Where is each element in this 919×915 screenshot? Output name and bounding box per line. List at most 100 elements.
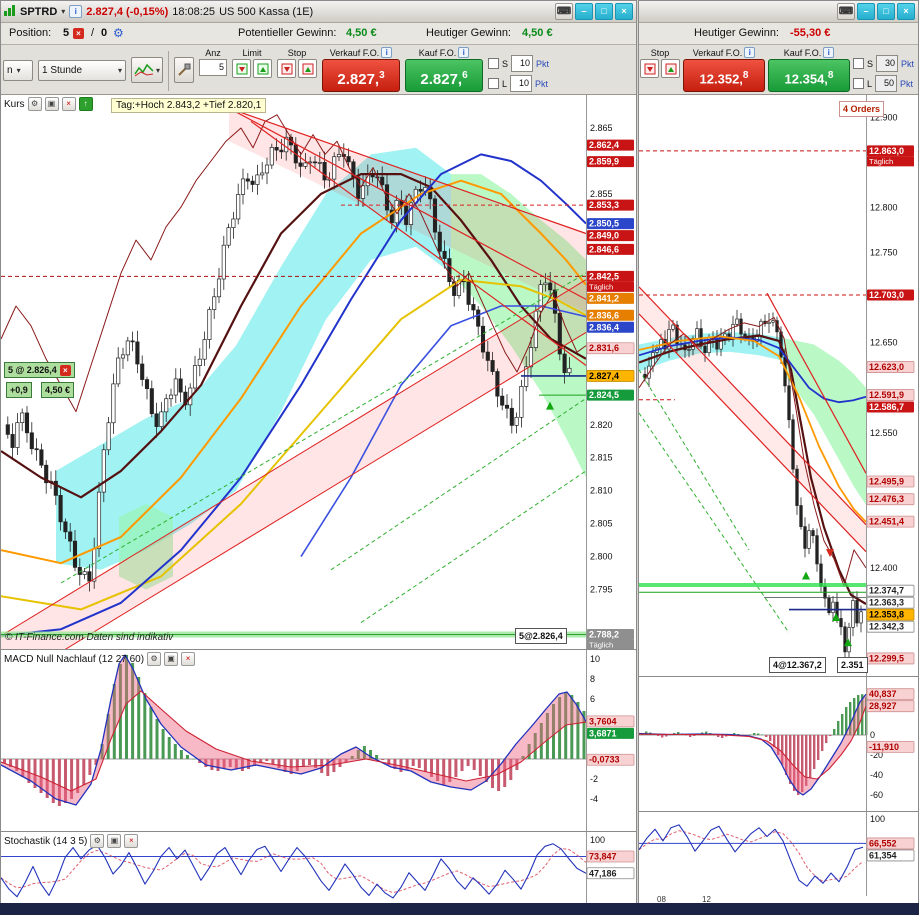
gear-icon[interactable]: ⚙: [113, 26, 124, 40]
arrow-up-icon[interactable]: ↑: [78, 97, 93, 111]
close-button[interactable]: ×: [615, 3, 633, 20]
stochastic-panel: 100 73,847 47,186 Stochastik (14 3 5) ⚙ ▣ …: [1, 831, 636, 904]
ichimoku-cloud: [56, 147, 451, 570]
right-titlebar[interactable]: ⌨ – □ ×: [639, 1, 918, 23]
keyboard-icon[interactable]: ⌨: [837, 3, 855, 20]
stop-checkbox[interactable]: [488, 58, 500, 69]
limit-label: Limit: [242, 47, 262, 58]
svg-text:2.849,0: 2.849,0: [589, 231, 619, 241]
minimize-button[interactable]: –: [575, 3, 593, 20]
maximize-button[interactable]: □: [877, 3, 895, 20]
svg-text:-60: -60: [870, 790, 883, 800]
drawing-tools-button[interactable]: [174, 57, 195, 83]
price-label: 2.841,2: [587, 292, 634, 304]
left-stochastic-chart[interactable]: 100 73,847 47,186: [1, 832, 636, 904]
svg-text:-40: -40: [870, 770, 883, 780]
limit-sell-icon[interactable]: [232, 59, 252, 78]
left-toolbar: n ▾ 1 Stunde ▾ ▾ Anz 5 Limit Stop: [1, 45, 636, 95]
stop-buy-icon[interactable]: [298, 59, 318, 78]
stop-checkbox[interactable]: [853, 58, 864, 69]
info-icon[interactable]: i: [458, 47, 470, 58]
settings-icon[interactable]: ⚙: [90, 834, 105, 848]
maximize-button[interactable]: □: [595, 3, 613, 20]
price-label: 66,552: [866, 837, 915, 850]
window-icon[interactable]: ▣: [107, 834, 122, 848]
left-macd-chart[interactable]: 10 8 6 -2 -4 3,7604 3,6871 -0,0733: [1, 650, 636, 831]
close-button[interactable]: ×: [897, 3, 915, 20]
window-icon[interactable]: ▣: [44, 97, 59, 111]
svg-text:12.374,7: 12.374,7: [869, 586, 904, 596]
limit-order-group: Limit: [232, 47, 273, 78]
quantity-input[interactable]: 5: [199, 59, 228, 76]
left-price-chart[interactable]: 2.865 2.855 2.820 2.815 2.810 2.805 2.800 2.795…: [1, 95, 636, 649]
sell-button[interactable]: 12.352,8: [683, 59, 765, 92]
svg-text:2.859,9: 2.859,9: [589, 157, 619, 167]
limit-points-input[interactable]: 50: [875, 75, 898, 92]
close-position-icon[interactable]: ×: [73, 28, 84, 39]
settings-icon[interactable]: ⚙: [147, 652, 162, 666]
right-stochastic-chart[interactable]: 100 66,552 61,354: [639, 812, 918, 896]
orders-count-chip[interactable]: 4 Orders: [839, 101, 885, 117]
left-titlebar[interactable]: SPTRD ▾ i 2.827,4 (-0,15%) 18:08:25 US 5…: [1, 1, 636, 23]
close-icon[interactable]: ×: [181, 652, 196, 666]
price-label: 3,6871: [587, 727, 634, 739]
stop-points-input[interactable]: 10: [511, 55, 534, 72]
price-label: 73,847: [586, 850, 635, 863]
pkt-label: Pkt: [535, 78, 549, 89]
info-icon[interactable]: i: [823, 47, 835, 58]
window-icon[interactable]: ▣: [164, 652, 179, 666]
open-position-chip[interactable]: 5 @ 2.826,4 ×: [4, 362, 75, 378]
info-icon[interactable]: i: [381, 47, 393, 58]
info-icon[interactable]: i: [69, 5, 83, 18]
price-label: 2.827,4: [586, 370, 635, 382]
svg-text:100: 100: [870, 814, 885, 824]
stop-points-input[interactable]: 30: [876, 55, 899, 72]
svg-text:12.363,3: 12.363,3: [869, 598, 904, 608]
stop-buy-icon[interactable]: [661, 59, 680, 78]
limit-checkbox[interactable]: [853, 78, 864, 89]
stop-sell-icon[interactable]: [640, 59, 659, 78]
price-chart-panel: 2.865 2.855 2.820 2.815 2.810 2.805 2.800 2.795…: [1, 95, 636, 649]
instrument-name: US 500 Kassa (1E): [219, 5, 314, 18]
instrument-dropdown[interactable]: n ▾: [3, 60, 33, 81]
avg-price-chip[interactable]: 5@2.826,4: [515, 628, 567, 644]
limit-points-input[interactable]: 10: [510, 75, 533, 92]
buy-button[interactable]: 12.354,8: [768, 59, 850, 92]
keyboard-icon[interactable]: ⌨: [555, 3, 573, 20]
buy-group: Kauf F.O. i 2.827,6: [405, 47, 484, 92]
right-macd-chart[interactable]: 0 -20 -40 -60 40,837 28,927 -11,910: [639, 677, 918, 811]
limit-checkbox[interactable]: [488, 78, 500, 89]
close-icon[interactable]: ×: [61, 97, 76, 111]
last-price: 2.827,4 (-0,15%): [86, 5, 169, 18]
svg-text:8: 8: [590, 674, 595, 684]
limit-buy-icon[interactable]: [253, 59, 273, 78]
sell-button[interactable]: 2.827,3: [322, 59, 401, 92]
price-chip[interactable]: 2.351: [837, 657, 868, 673]
svg-text:2.827,4: 2.827,4: [589, 371, 619, 381]
settings-icon[interactable]: ⚙: [27, 97, 42, 111]
stop-sell-icon[interactable]: [277, 59, 297, 78]
close-position-icon[interactable]: ×: [59, 364, 71, 376]
svg-text:2.836,6: 2.836,6: [589, 310, 619, 320]
avg-price-chip[interactable]: 4@12.367,2: [769, 657, 826, 673]
symbol-name[interactable]: SPTRD: [20, 5, 58, 18]
svg-text:12.703,0: 12.703,0: [869, 290, 904, 300]
timeframe-dropdown[interactable]: 1 Stunde ▾: [38, 60, 126, 81]
svg-text:12.451,4: 12.451,4: [869, 517, 904, 527]
chart-style-button[interactable]: ▾: [131, 57, 164, 83]
info-icon[interactable]: i: [744, 47, 756, 58]
daily-profit-value: 4,50 €: [522, 27, 553, 39]
app-chart-icon: [4, 3, 16, 21]
chevron-down-icon[interactable]: ▾: [61, 7, 66, 16]
day-range-tooltip: Tag:+Hoch 2.843,2 +Tief 2.820,1: [111, 98, 267, 113]
position-label: Position:: [9, 27, 52, 39]
taskbar[interactable]: [0, 903, 919, 915]
minimize-button[interactable]: –: [857, 3, 875, 20]
svg-text:12.476,3: 12.476,3: [869, 494, 904, 504]
stop-label: Stop: [287, 47, 307, 58]
buy-button[interactable]: 2.827,6: [405, 59, 484, 92]
close-icon[interactable]: ×: [124, 834, 139, 848]
price-label: -0,0733: [586, 753, 635, 766]
right-price-chart[interactable]: 12.90012.85012.80012.75012.70012.65012.5…: [639, 95, 918, 676]
price-label: 12.451,4: [866, 515, 915, 528]
